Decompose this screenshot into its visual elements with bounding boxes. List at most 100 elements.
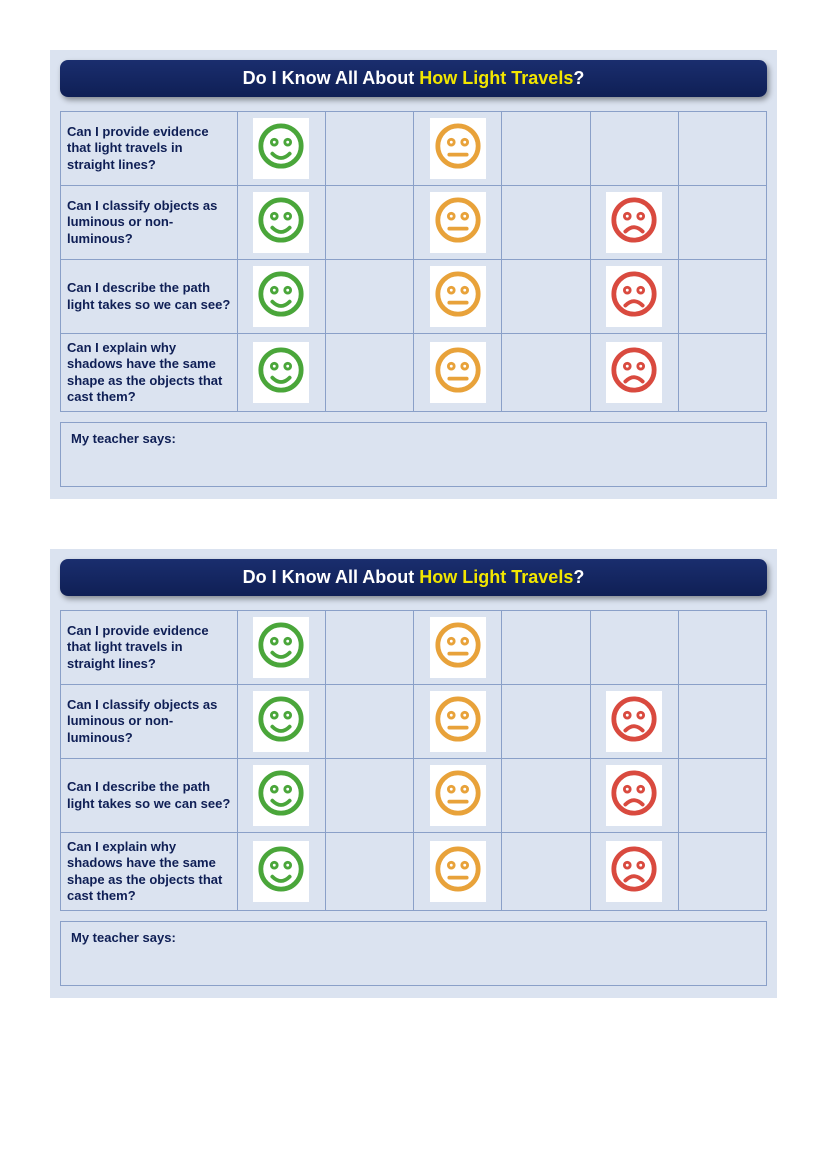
happy-face-icon	[253, 765, 309, 826]
rating-cell[interactable]	[678, 334, 766, 412]
rating-cell[interactable]	[590, 112, 678, 186]
rating-cell[interactable]	[502, 334, 590, 412]
happy-face-icon	[253, 691, 309, 752]
neutral-face-icon	[430, 617, 486, 678]
rating-cell[interactable]	[325, 260, 413, 334]
question-row: Can I classify objects as luminous or no…	[61, 186, 767, 260]
rating-cell[interactable]	[325, 186, 413, 260]
question-row: Can I explain why shadows have the same …	[61, 334, 767, 412]
rating-cell[interactable]	[325, 611, 413, 685]
rating-cell[interactable]	[414, 833, 502, 911]
teacher-comment-box[interactable]: My teacher says:	[60, 422, 767, 487]
assessment-table: Can I provide evidence that light travel…	[60, 111, 767, 412]
rating-cell[interactable]	[590, 759, 678, 833]
rating-cell[interactable]	[502, 611, 590, 685]
rating-cell[interactable]	[237, 611, 325, 685]
question-text: Can I provide evidence that light travel…	[61, 611, 238, 685]
rating-cell[interactable]	[678, 186, 766, 260]
rating-cell[interactable]	[502, 685, 590, 759]
neutral-face-icon	[430, 118, 486, 179]
title-suffix: ?	[573, 567, 584, 587]
sad-face-icon	[606, 841, 662, 902]
neutral-face-icon	[430, 765, 486, 826]
sad-face-icon	[606, 765, 662, 826]
rating-cell[interactable]	[590, 833, 678, 911]
question-text: Can I explain why shadows have the same …	[61, 334, 238, 412]
rating-cell[interactable]	[237, 759, 325, 833]
rating-cell[interactable]	[502, 833, 590, 911]
title-highlight: How Light Travels	[419, 68, 573, 88]
rating-cell[interactable]	[678, 611, 766, 685]
neutral-face-icon	[430, 841, 486, 902]
rating-cell[interactable]	[678, 759, 766, 833]
sad-face-icon	[606, 691, 662, 752]
question-text: Can I classify objects as luminous or no…	[61, 685, 238, 759]
title-prefix: Do I Know All About	[243, 567, 420, 587]
rating-cell[interactable]	[502, 186, 590, 260]
rating-cell[interactable]	[502, 112, 590, 186]
rating-cell[interactable]	[502, 759, 590, 833]
card-title: Do I Know All About How Light Travels?	[60, 559, 767, 596]
question-text: Can I provide evidence that light travel…	[61, 112, 238, 186]
card-title: Do I Know All About How Light Travels?	[60, 60, 767, 97]
question-row: Can I classify objects as luminous or no…	[61, 685, 767, 759]
question-row: Can I provide evidence that light travel…	[61, 611, 767, 685]
happy-face-icon	[253, 342, 309, 403]
question-text: Can I describe the path light takes so w…	[61, 759, 238, 833]
neutral-face-icon	[430, 691, 486, 752]
question-row: Can I describe the path light takes so w…	[61, 759, 767, 833]
rating-cell[interactable]	[325, 112, 413, 186]
assessment-card: Do I Know All About How Light Travels? C…	[50, 549, 777, 998]
rating-cell[interactable]	[325, 833, 413, 911]
question-text: Can I describe the path light takes so w…	[61, 260, 238, 334]
title-highlight: How Light Travels	[419, 567, 573, 587]
rating-cell[interactable]	[590, 685, 678, 759]
rating-cell[interactable]	[325, 334, 413, 412]
rating-cell[interactable]	[678, 112, 766, 186]
title-prefix: Do I Know All About	[243, 68, 420, 88]
happy-face-icon	[253, 118, 309, 179]
neutral-face-icon	[430, 342, 486, 403]
rating-cell[interactable]	[414, 611, 502, 685]
happy-face-icon	[253, 266, 309, 327]
question-row: Can I explain why shadows have the same …	[61, 833, 767, 911]
rating-cell[interactable]	[590, 611, 678, 685]
rating-cell[interactable]	[678, 833, 766, 911]
rating-cell[interactable]	[590, 334, 678, 412]
assessment-card: Do I Know All About How Light Travels? C…	[50, 50, 777, 499]
rating-cell[interactable]	[237, 186, 325, 260]
rating-cell[interactable]	[237, 833, 325, 911]
rating-cell[interactable]	[237, 112, 325, 186]
rating-cell[interactable]	[237, 334, 325, 412]
rating-cell[interactable]	[590, 186, 678, 260]
happy-face-icon	[253, 841, 309, 902]
rating-cell[interactable]	[414, 685, 502, 759]
question-row: Can I provide evidence that light travel…	[61, 112, 767, 186]
rating-cell[interactable]	[414, 112, 502, 186]
neutral-face-icon	[430, 192, 486, 253]
rating-cell[interactable]	[414, 186, 502, 260]
happy-face-icon	[253, 192, 309, 253]
rating-cell[interactable]	[237, 685, 325, 759]
rating-cell[interactable]	[678, 685, 766, 759]
rating-cell[interactable]	[325, 685, 413, 759]
sad-face-icon	[606, 266, 662, 327]
teacher-comment-box[interactable]: My teacher says:	[60, 921, 767, 986]
sad-face-icon	[606, 192, 662, 253]
rating-cell[interactable]	[237, 260, 325, 334]
happy-face-icon	[253, 617, 309, 678]
sad-face-icon	[606, 342, 662, 403]
rating-cell[interactable]	[414, 334, 502, 412]
neutral-face-icon	[430, 266, 486, 327]
rating-cell[interactable]	[414, 260, 502, 334]
rating-cell[interactable]	[678, 260, 766, 334]
question-text: Can I explain why shadows have the same …	[61, 833, 238, 911]
title-suffix: ?	[573, 68, 584, 88]
question-text: Can I classify objects as luminous or no…	[61, 186, 238, 260]
rating-cell[interactable]	[502, 260, 590, 334]
rating-cell[interactable]	[590, 260, 678, 334]
assessment-table: Can I provide evidence that light travel…	[60, 610, 767, 911]
rating-cell[interactable]	[325, 759, 413, 833]
question-row: Can I describe the path light takes so w…	[61, 260, 767, 334]
rating-cell[interactable]	[414, 759, 502, 833]
